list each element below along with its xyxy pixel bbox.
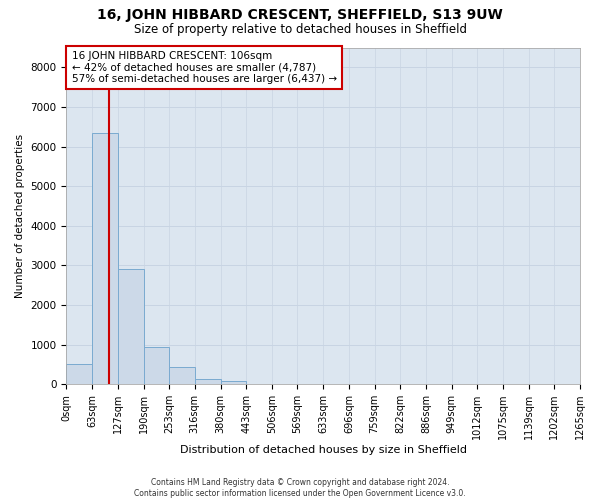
Bar xyxy=(195,379,221,384)
Bar xyxy=(92,132,118,384)
X-axis label: Distribution of detached houses by size in Sheffield: Distribution of detached houses by size … xyxy=(180,445,467,455)
Text: 16 JOHN HIBBARD CRESCENT: 106sqm
← 42% of detached houses are smaller (4,787)
57: 16 JOHN HIBBARD CRESCENT: 106sqm ← 42% o… xyxy=(71,51,337,84)
Bar xyxy=(118,270,143,384)
Bar xyxy=(169,367,195,384)
Text: Contains HM Land Registry data © Crown copyright and database right 2024.
Contai: Contains HM Land Registry data © Crown c… xyxy=(134,478,466,498)
Bar xyxy=(67,364,92,384)
Y-axis label: Number of detached properties: Number of detached properties xyxy=(15,134,25,298)
Bar xyxy=(143,346,169,384)
Bar xyxy=(221,381,246,384)
Text: 16, JOHN HIBBARD CRESCENT, SHEFFIELD, S13 9UW: 16, JOHN HIBBARD CRESCENT, SHEFFIELD, S1… xyxy=(97,8,503,22)
Text: Size of property relative to detached houses in Sheffield: Size of property relative to detached ho… xyxy=(133,22,467,36)
